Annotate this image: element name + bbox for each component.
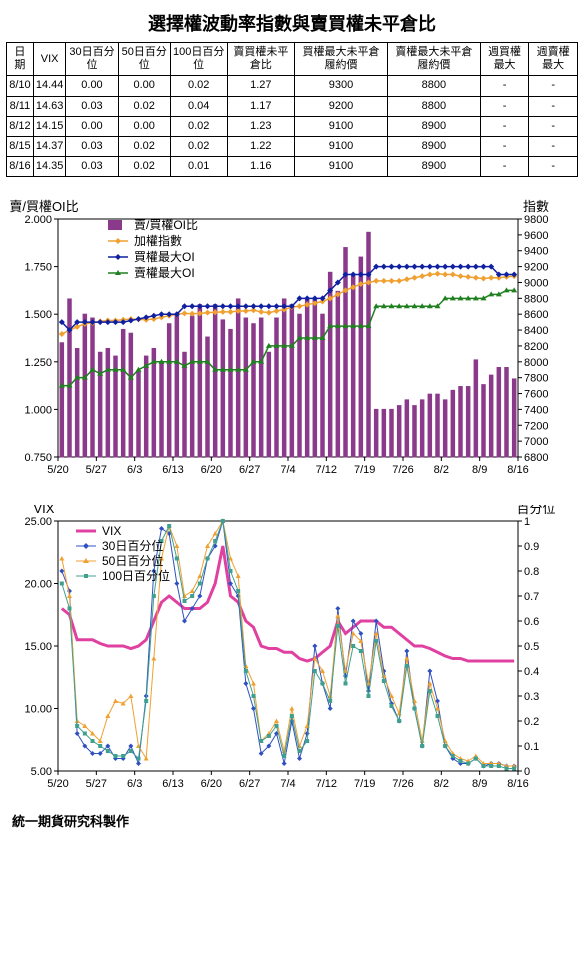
svg-text:0: 0	[524, 766, 530, 778]
svg-text:加權指數: 加權指數	[134, 233, 182, 248]
svg-text:賣/買權OI比: 賣/買權OI比	[9, 199, 78, 214]
svg-text:百分位: 百分位	[516, 505, 555, 516]
svg-text:1.000: 1.000	[24, 405, 52, 417]
svg-text:6/3: 6/3	[127, 778, 142, 790]
table-header: 30日百分位	[66, 43, 118, 76]
svg-text:0.6: 0.6	[524, 616, 539, 628]
svg-text:0.1: 0.1	[524, 741, 539, 753]
svg-text:6/27: 6/27	[239, 778, 260, 790]
table-header: 買權最大未平倉履約價	[295, 43, 388, 76]
table-header: 50日百分位	[118, 43, 170, 76]
svg-text:0.7: 0.7	[524, 591, 539, 603]
table-row: 8/1514.370.030.020.021.2291008900--	[7, 136, 578, 156]
svg-text:6/20: 6/20	[201, 464, 222, 476]
svg-text:8400: 8400	[524, 325, 548, 337]
svg-text:7/12: 7/12	[316, 464, 337, 476]
table-row: 8/1114.630.030.020.041.1792008800--	[7, 96, 578, 116]
svg-text:7/19: 7/19	[354, 464, 375, 476]
svg-text:5/20: 5/20	[47, 778, 68, 790]
table-row: 8/1614.350.030.020.011.1691008900--	[7, 157, 578, 177]
table-header: VIX	[33, 43, 66, 76]
svg-text:0.4: 0.4	[524, 666, 539, 678]
svg-text:7/26: 7/26	[392, 778, 413, 790]
table-header: 週買權最大	[480, 43, 529, 76]
svg-text:9000: 9000	[524, 278, 548, 290]
svg-text:5/27: 5/27	[86, 464, 107, 476]
svg-text:0.5: 0.5	[524, 641, 539, 653]
svg-text:7/4: 7/4	[280, 778, 295, 790]
svg-text:7/26: 7/26	[392, 464, 413, 476]
svg-text:8800: 8800	[524, 294, 548, 306]
svg-text:0.2: 0.2	[524, 716, 539, 728]
svg-text:8/9: 8/9	[472, 778, 487, 790]
svg-text:賣權最大OI: 賣權最大OI	[134, 265, 195, 280]
svg-text:7/19: 7/19	[354, 778, 375, 790]
svg-text:8/9: 8/9	[472, 464, 487, 476]
svg-text:指數: 指數	[523, 199, 549, 214]
svg-text:25.00: 25.00	[24, 516, 52, 528]
svg-text:6800: 6800	[524, 452, 548, 464]
svg-text:0.9: 0.9	[524, 541, 539, 553]
svg-text:1: 1	[524, 516, 530, 528]
svg-text:6/13: 6/13	[162, 464, 183, 476]
svg-text:8/2: 8/2	[434, 464, 449, 476]
svg-text:8/16: 8/16	[507, 778, 528, 790]
page-title: 選擇權波動率指數與賣買權未平倉比	[6, 10, 578, 36]
svg-text:7000: 7000	[524, 436, 548, 448]
svg-text:50日百分位: 50日百分位	[102, 553, 163, 568]
svg-text:10.00: 10.00	[24, 704, 52, 716]
svg-text:9200: 9200	[524, 262, 548, 274]
svg-text:7400: 7400	[524, 405, 548, 417]
svg-text:賣/買權OI比: 賣/買權OI比	[134, 217, 198, 232]
svg-text:1.500: 1.500	[24, 310, 52, 322]
svg-text:7/12: 7/12	[316, 778, 337, 790]
svg-text:6/20: 6/20	[201, 778, 222, 790]
table-row: 8/1214.150.000.000.021.2391008900--	[7, 116, 578, 136]
svg-text:30日百分位: 30日百分位	[102, 538, 163, 553]
svg-text:VIX: VIX	[34, 505, 55, 516]
svg-text:0.8: 0.8	[524, 566, 539, 578]
svg-text:5/20: 5/20	[47, 464, 68, 476]
svg-text:8/2: 8/2	[434, 778, 449, 790]
svg-text:1.250: 1.250	[24, 357, 52, 369]
svg-text:6/13: 6/13	[162, 778, 183, 790]
svg-text:買權最大OI: 買權最大OI	[134, 250, 195, 264]
table-header: 日期	[7, 43, 34, 76]
chart-oi-ratio: 0.750 1.000 1.250 1.500 1.750 2.000 6800 7000 72…	[6, 191, 578, 491]
svg-text:VIX: VIX	[102, 524, 121, 538]
table-row: 8/1014.440.000.000.021.2793008800--	[7, 76, 578, 96]
svg-text:9800: 9800	[524, 214, 548, 226]
svg-text:8200: 8200	[524, 341, 548, 353]
svg-text:7800: 7800	[524, 373, 548, 385]
svg-text:15.00: 15.00	[24, 641, 52, 653]
svg-text:7600: 7600	[524, 389, 548, 401]
svg-text:7/4: 7/4	[280, 464, 295, 476]
svg-text:0.3: 0.3	[524, 691, 539, 703]
svg-text:7200: 7200	[524, 421, 548, 433]
svg-text:6/3: 6/3	[127, 464, 142, 476]
table-header: 賣權最大未平倉履約價	[387, 43, 480, 76]
svg-text:5.00: 5.00	[31, 766, 52, 778]
data-table: 日期VIX30日百分位50日百分位100日百分位賣買權未平倉比買權最大未平倉履約…	[6, 42, 578, 177]
svg-text:9600: 9600	[524, 230, 548, 242]
table-header: 賣買權未平倉比	[227, 43, 295, 76]
svg-text:9400: 9400	[524, 246, 548, 258]
svg-text:2.000: 2.000	[24, 214, 52, 226]
table-header: 週賣權最大	[529, 43, 578, 76]
svg-text:0.750: 0.750	[24, 452, 52, 464]
footer-credit: 統一期貨研究科製作	[12, 811, 578, 830]
svg-text:8/16: 8/16	[507, 464, 528, 476]
chart-vix: 5.00 10.00 15.00 20.00 25.00 0 0.1 0.2 0.3 0.4 0.5…	[6, 505, 578, 805]
table-header: 100日百分位	[170, 43, 227, 76]
svg-text:20.00: 20.00	[24, 579, 52, 591]
svg-text:1.750: 1.750	[24, 262, 52, 274]
svg-text:100日百分位: 100日百分位	[102, 568, 170, 583]
svg-text:8000: 8000	[524, 357, 548, 369]
svg-text:8600: 8600	[524, 310, 548, 322]
svg-text:6/27: 6/27	[239, 464, 260, 476]
svg-text:5/27: 5/27	[86, 778, 107, 790]
